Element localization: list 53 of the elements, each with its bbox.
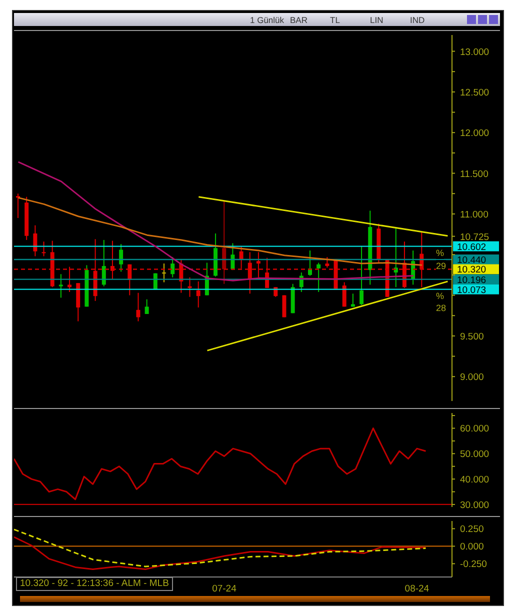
candlestick bbox=[144, 298, 149, 314]
candlestick bbox=[196, 280, 200, 308]
y-tick-label: 50.000 bbox=[460, 449, 490, 460]
y-tick-label: 13.000 bbox=[460, 46, 490, 58]
candlestick bbox=[222, 200, 226, 284]
text: TL bbox=[330, 14, 341, 24]
annotation: % 28 bbox=[436, 290, 446, 314]
text: LIN bbox=[370, 14, 384, 24]
candlestick bbox=[248, 252, 252, 294]
line-series bbox=[14, 536, 426, 570]
candlestick bbox=[239, 246, 244, 269]
y-tick-label: 40.000 bbox=[460, 474, 490, 486]
y-tick-label: 12.500 bbox=[460, 87, 490, 98]
y-tick-label: -0.250 bbox=[460, 559, 487, 570]
candlestick bbox=[350, 293, 355, 308]
y-tick-label: 11.500 bbox=[460, 168, 488, 180]
candlestick bbox=[170, 256, 175, 278]
candlestick bbox=[162, 263, 166, 283]
candlestick bbox=[256, 252, 260, 278]
line-series bbox=[14, 427, 426, 500]
text: IND bbox=[410, 14, 426, 24]
candlestick bbox=[58, 274, 63, 298]
y-tick-label: 60.000 bbox=[460, 424, 490, 435]
y-tick-label: 0.000 bbox=[460, 542, 484, 553]
text: 10.320 - 92 - 12:13:36 - ALM - MLB bbox=[16, 577, 173, 591]
y-tick-label: 12.000 bbox=[460, 128, 490, 140]
y-tick-label: 30.000 bbox=[460, 500, 490, 511]
annotation: % bbox=[436, 247, 444, 260]
y-tick-label: 0.250 bbox=[460, 524, 484, 536]
y-tick-label: 9.000 bbox=[460, 372, 484, 384]
y-tick-label: 11.000 bbox=[460, 209, 488, 220]
y-tick-label: 10.725 bbox=[460, 232, 490, 243]
ref-line-label: 10.196 bbox=[457, 274, 486, 286]
candlestick bbox=[325, 256, 330, 268]
ref-line-label: 10.602 bbox=[457, 242, 486, 253]
candlestick bbox=[316, 262, 321, 293]
annotation: 29 bbox=[436, 260, 446, 272]
candlestick bbox=[119, 244, 124, 272]
candlestick bbox=[136, 292, 140, 322]
candlestick bbox=[360, 246, 364, 306]
x-tick-label: 07-24 bbox=[212, 584, 236, 595]
text: 1 Günlük bbox=[250, 14, 286, 24]
text: BAR bbox=[290, 14, 308, 24]
candlestick bbox=[68, 266, 72, 293]
y-tick-label: 9.500 bbox=[460, 331, 484, 342]
ref-line-label: 10.440 bbox=[457, 254, 486, 266]
ref-line-label: 10.073 bbox=[457, 284, 486, 296]
candlestick bbox=[188, 276, 192, 298]
ref-line-label: 10.320 bbox=[457, 264, 486, 276]
x-tick-label: 08-24 bbox=[404, 584, 430, 595]
line-series bbox=[14, 528, 426, 568]
candlestick bbox=[33, 224, 38, 257]
candlestick bbox=[42, 241, 46, 257]
